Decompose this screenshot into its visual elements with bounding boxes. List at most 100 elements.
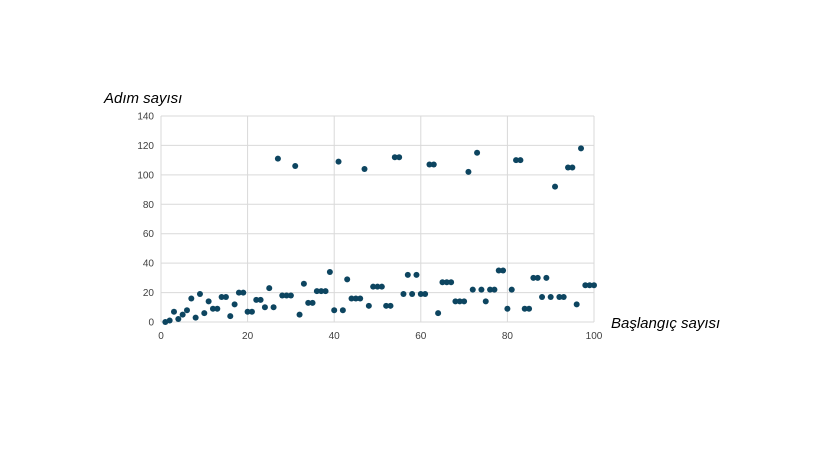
y-tick-label-2: 40: [143, 259, 155, 270]
data-point-87: [539, 293, 546, 300]
data-point-66: [448, 279, 455, 286]
data-point-76: [491, 286, 498, 293]
y-axis-title: Adım sayısı: [103, 90, 182, 107]
data-point-93: [565, 164, 572, 171]
data-point-6: [188, 295, 195, 302]
data-point-35: [313, 288, 320, 295]
data-point-31: [296, 311, 303, 318]
data-point-65: [443, 279, 450, 286]
data-point-30: [292, 163, 299, 170]
data-point-96: [578, 145, 585, 152]
data-point-60: [422, 291, 429, 298]
data-point-97: [582, 282, 589, 289]
data-point-14: [222, 293, 229, 300]
data-point-9: [201, 310, 208, 317]
data-point-95: [573, 301, 580, 308]
data-point-28: [283, 292, 290, 299]
data-point-86: [534, 274, 541, 281]
data-point-32: [300, 280, 307, 287]
data-point-62: [430, 161, 437, 168]
x-tick-label-3: 60: [415, 331, 427, 342]
data-point-89: [547, 293, 554, 300]
data-point-3: [175, 316, 182, 323]
data-point-29: [287, 292, 294, 299]
x-tick-label-5: 100: [586, 331, 603, 342]
y-tick-label-3: 60: [143, 229, 155, 240]
data-point-1: [166, 317, 173, 324]
y-tick-label-6: 120: [137, 141, 154, 152]
data-point-36: [318, 288, 325, 295]
data-point-44: [352, 295, 359, 302]
data-point-64: [439, 279, 446, 286]
data-point-40: [335, 158, 342, 165]
data-point-42: [344, 276, 351, 283]
data-point-83: [521, 305, 528, 312]
y-tick-label-5: 100: [137, 170, 154, 181]
data-point-27: [279, 292, 286, 299]
data-point-91: [556, 293, 563, 300]
data-point-16: [231, 301, 238, 308]
data-point-55: [400, 291, 407, 298]
x-tick-label-2: 40: [329, 331, 341, 342]
data-point-33: [305, 299, 312, 306]
data-point-49: [374, 283, 381, 290]
x-tick-label-4: 80: [502, 331, 514, 342]
data-point-63: [435, 310, 442, 317]
data-point-59: [417, 291, 424, 298]
data-point-67: [452, 298, 459, 305]
data-point-2: [170, 308, 177, 315]
data-point-70: [465, 168, 472, 175]
data-point-25: [270, 304, 277, 311]
grid-lines: [160, 115, 595, 323]
data-point-58: [413, 271, 420, 278]
data-point-8: [196, 291, 203, 298]
data-point-50: [378, 283, 385, 290]
data-point-15: [227, 313, 234, 320]
data-point-81: [513, 157, 520, 164]
data-point-94: [569, 164, 576, 171]
y-tick-label-7: 140: [137, 112, 154, 123]
data-point-92: [560, 293, 567, 300]
data-point-80: [508, 286, 515, 293]
data-point-52: [387, 302, 394, 309]
data-point-61: [426, 161, 433, 168]
data-point-98: [586, 282, 593, 289]
data-point-71: [469, 286, 476, 293]
data-point-18: [240, 289, 247, 296]
data-point-20: [248, 308, 255, 315]
data-point-17: [235, 289, 242, 296]
data-point-79: [504, 305, 511, 312]
data-point-37: [322, 288, 329, 295]
data-point-88: [543, 274, 550, 281]
data-point-23: [261, 304, 268, 311]
data-point-77: [495, 267, 502, 274]
data-point-99: [591, 282, 597, 289]
data-point-39: [331, 307, 338, 314]
data-point-69: [461, 298, 468, 305]
data-point-24: [266, 285, 273, 292]
data-point-41: [339, 307, 346, 314]
data-point-68: [456, 298, 463, 305]
data-point-57: [409, 291, 416, 298]
data-point-82: [517, 157, 524, 164]
data-point-85: [530, 274, 537, 281]
x-tick-label-1: 20: [242, 331, 254, 342]
data-point-72: [474, 149, 481, 156]
data-point-38: [326, 268, 333, 275]
data-point-7: [192, 314, 199, 321]
y-tick-label-0: 0: [148, 318, 154, 329]
data-point-34: [309, 299, 316, 306]
data-point-43: [348, 295, 355, 302]
data-point-19: [244, 308, 251, 315]
y-tick-label-4: 80: [143, 200, 155, 211]
data-point-73: [478, 286, 485, 293]
data-point-12: [214, 305, 221, 312]
data-points: [162, 145, 597, 325]
y-tick-label-1: 20: [143, 288, 155, 299]
data-point-48: [370, 283, 377, 290]
data-point-56: [404, 271, 411, 278]
data-point-21: [253, 296, 260, 303]
data-point-47: [365, 302, 372, 309]
data-point-53: [391, 154, 398, 161]
